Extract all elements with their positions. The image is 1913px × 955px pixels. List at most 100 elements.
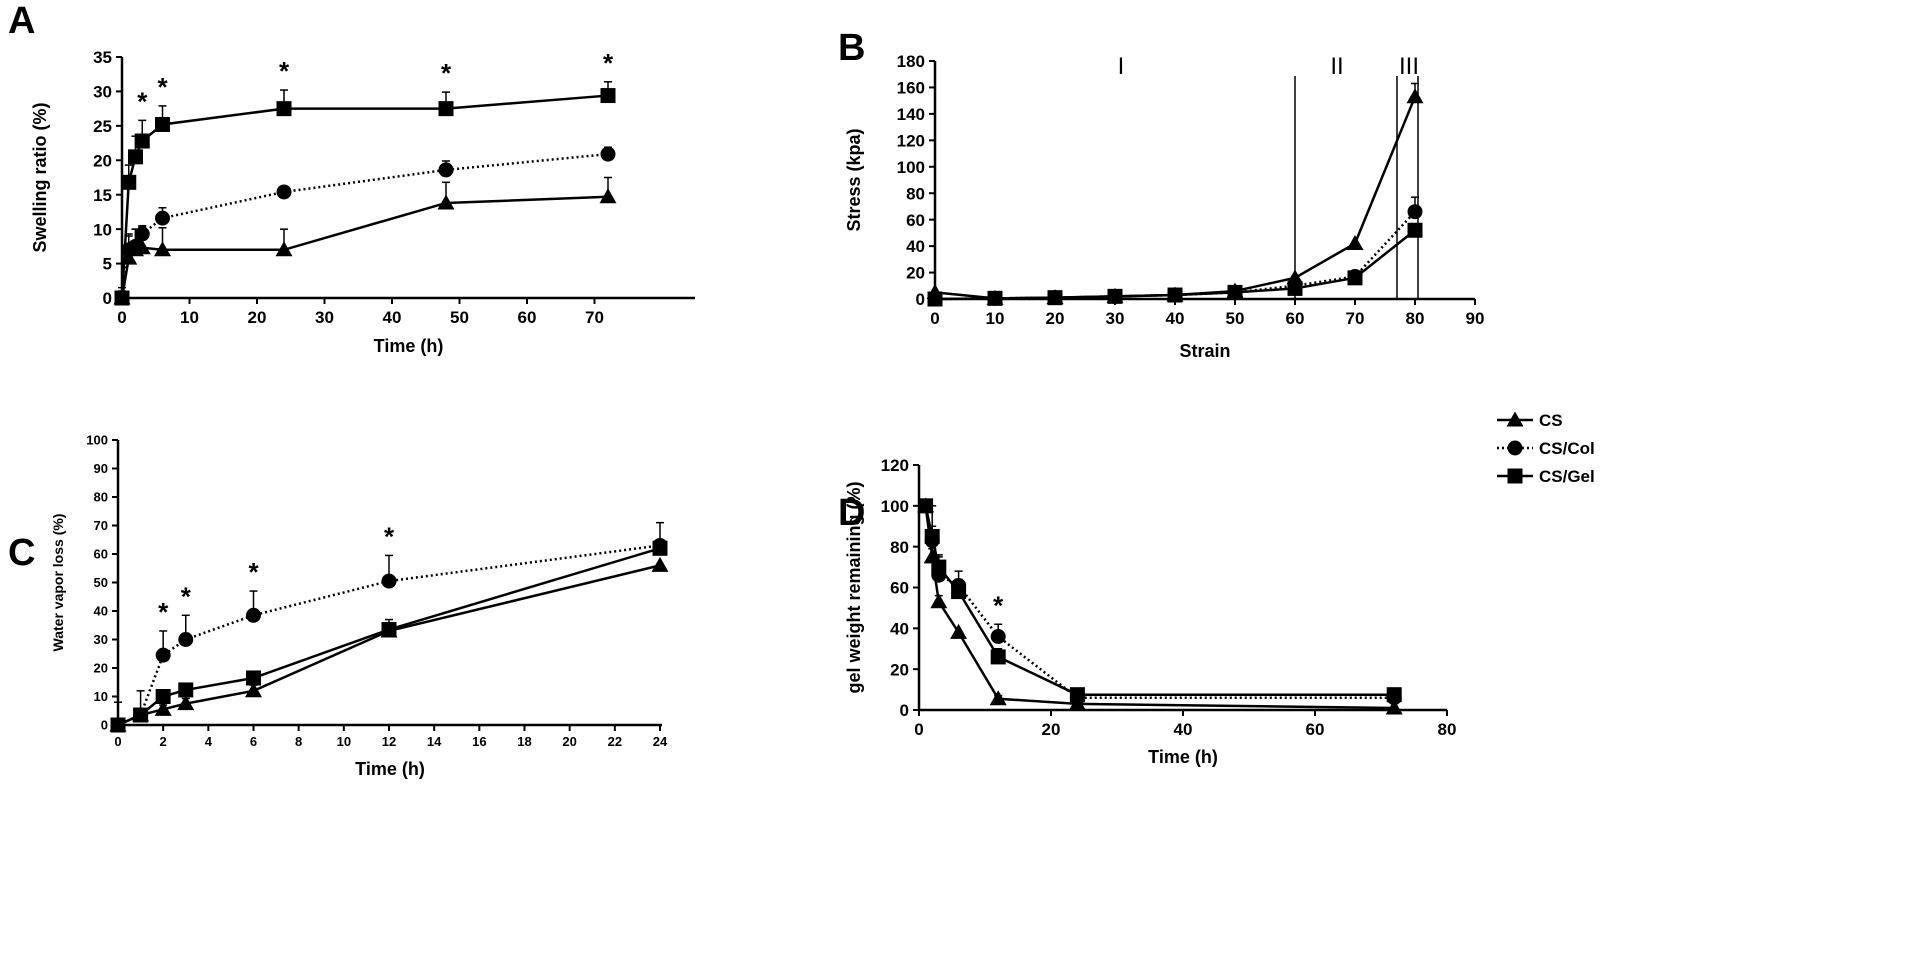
- x-tick-label: 10: [986, 309, 1005, 328]
- data-point-square: [133, 707, 149, 723]
- y-tick-label: 25: [93, 117, 112, 136]
- data-point-triangle: [950, 623, 968, 639]
- x-tick-label: 0: [114, 734, 121, 749]
- data-point-circle: [246, 607, 261, 623]
- y-tick-label: 30: [93, 83, 112, 102]
- data-point-square: [918, 498, 934, 514]
- data-point-square: [927, 291, 943, 307]
- x-tick-label: 20: [248, 308, 267, 327]
- data-point-square: [1407, 222, 1423, 238]
- data-point-square: [987, 290, 1003, 306]
- y-tick-label: 100: [897, 158, 925, 177]
- series-square: [110, 540, 668, 733]
- x-tick-label: 12: [382, 734, 396, 749]
- data-point-circle: [134, 226, 150, 242]
- y-tick-label: 40: [890, 619, 909, 638]
- x-tick-label: 40: [383, 308, 402, 327]
- data-point-square: [114, 290, 130, 306]
- data-point-triangle: [177, 695, 195, 711]
- series-triangle: [113, 176, 617, 305]
- series-cs: [917, 497, 1403, 715]
- region-label: II: [1330, 53, 1343, 80]
- legend: CS CS/Col CS/Gel: [1497, 411, 1595, 486]
- data-point-square: [1287, 280, 1303, 296]
- x-tick-label: 20: [562, 734, 576, 749]
- significance-asterisk: *: [248, 557, 259, 587]
- x-tick-label: 60: [518, 308, 537, 327]
- y-axis-title: Water vapor loss (%): [50, 514, 66, 652]
- x-axis-title: Time (h): [374, 336, 444, 356]
- x-tick-label: 0: [117, 308, 126, 327]
- y-tick-label: 40: [94, 604, 108, 619]
- significance-asterisk: *: [441, 58, 452, 88]
- data-point-triangle: [154, 241, 171, 257]
- data-point-triangle: [275, 241, 293, 257]
- y-tick-label: 80: [906, 184, 925, 203]
- x-tick-label: 24: [653, 734, 668, 749]
- x-tick-label: 80: [1438, 720, 1457, 739]
- x-tick-label: 6: [250, 734, 257, 749]
- region-label: III: [1399, 53, 1419, 80]
- x-tick-label: 60: [1306, 720, 1325, 739]
- series-line: [117, 564, 661, 727]
- x-tick-label: 30: [1106, 309, 1125, 328]
- series-line: [120, 195, 609, 299]
- y-tick-label: 0: [101, 718, 108, 733]
- y-tick-label: 5: [103, 255, 112, 274]
- data-point-square: [178, 682, 194, 698]
- legend-marker-square: [1507, 468, 1523, 484]
- y-tick-label: 20: [93, 151, 112, 170]
- legend-marker-triangle: [1506, 411, 1524, 427]
- data-point-triangle: [245, 682, 262, 698]
- data-point-square: [155, 116, 170, 132]
- data-point-triangle: [1385, 699, 1403, 715]
- x-tick-label: 10: [180, 308, 199, 327]
- data-point-circle: [1407, 204, 1423, 220]
- y-tick-label: 80: [94, 490, 108, 505]
- series-square: [114, 81, 616, 306]
- y-tick-label: 60: [906, 211, 925, 230]
- x-tick-label: 16: [472, 734, 486, 749]
- data-point-circle: [128, 238, 143, 254]
- x-tick-label: 18: [517, 734, 531, 749]
- data-point-square: [924, 528, 940, 544]
- y-tick-label: 0: [916, 290, 925, 309]
- x-tick-label: 50: [450, 308, 469, 327]
- significance-asterisk: *: [279, 56, 290, 86]
- y-tick-label: 60: [94, 547, 108, 562]
- chart-panel-a: A 0 5 10 15 20 25 30 35 0 10 20 30 40 50 60 70 Swelling r…: [8, 0, 695, 356]
- significance-asterisk: *: [603, 48, 614, 78]
- panel-label: A: [8, 0, 35, 42]
- series-cs-gel: [918, 498, 1402, 703]
- significance-asterisk: *: [384, 521, 395, 551]
- x-axis-title: Time (h): [1148, 747, 1218, 767]
- x-tick-label: 40: [1174, 720, 1193, 739]
- significance-asterisk: *: [993, 590, 1004, 620]
- y-tick-label: 60: [890, 579, 909, 598]
- y-tick-label: 80: [890, 538, 909, 557]
- data-point-square: [931, 559, 947, 575]
- y-tick-label: 50: [94, 575, 108, 590]
- y-tick-label: 40: [906, 237, 925, 256]
- legend-label: CS: [1539, 411, 1563, 430]
- y-tick-label: 10: [94, 689, 108, 704]
- data-point-circle: [438, 162, 454, 178]
- legend-label: CS/Col: [1539, 439, 1595, 458]
- y-tick-label: 0: [900, 701, 909, 720]
- data-point-square: [1386, 687, 1402, 703]
- series-cs-col: [918, 498, 1402, 706]
- y-tick-label: 100: [881, 497, 909, 516]
- y-axis-title: Swelling ratio (%): [30, 102, 50, 252]
- data-point-square: [1047, 290, 1063, 306]
- y-tick-label: 120: [881, 456, 909, 475]
- y-tick-label: 180: [897, 52, 925, 71]
- data-point-circle: [155, 210, 170, 226]
- data-point-square: [381, 622, 397, 638]
- legend-marker-circle: [1507, 440, 1523, 456]
- significance-asterisk: *: [137, 86, 148, 116]
- chart-panel-d: D 0 20 40 60 80 100 120 0 20 40 60 80 gel weight rema…: [838, 411, 1595, 767]
- data-point-square: [1227, 284, 1243, 300]
- series-line: [934, 96, 1417, 300]
- data-point-square: [1167, 287, 1183, 303]
